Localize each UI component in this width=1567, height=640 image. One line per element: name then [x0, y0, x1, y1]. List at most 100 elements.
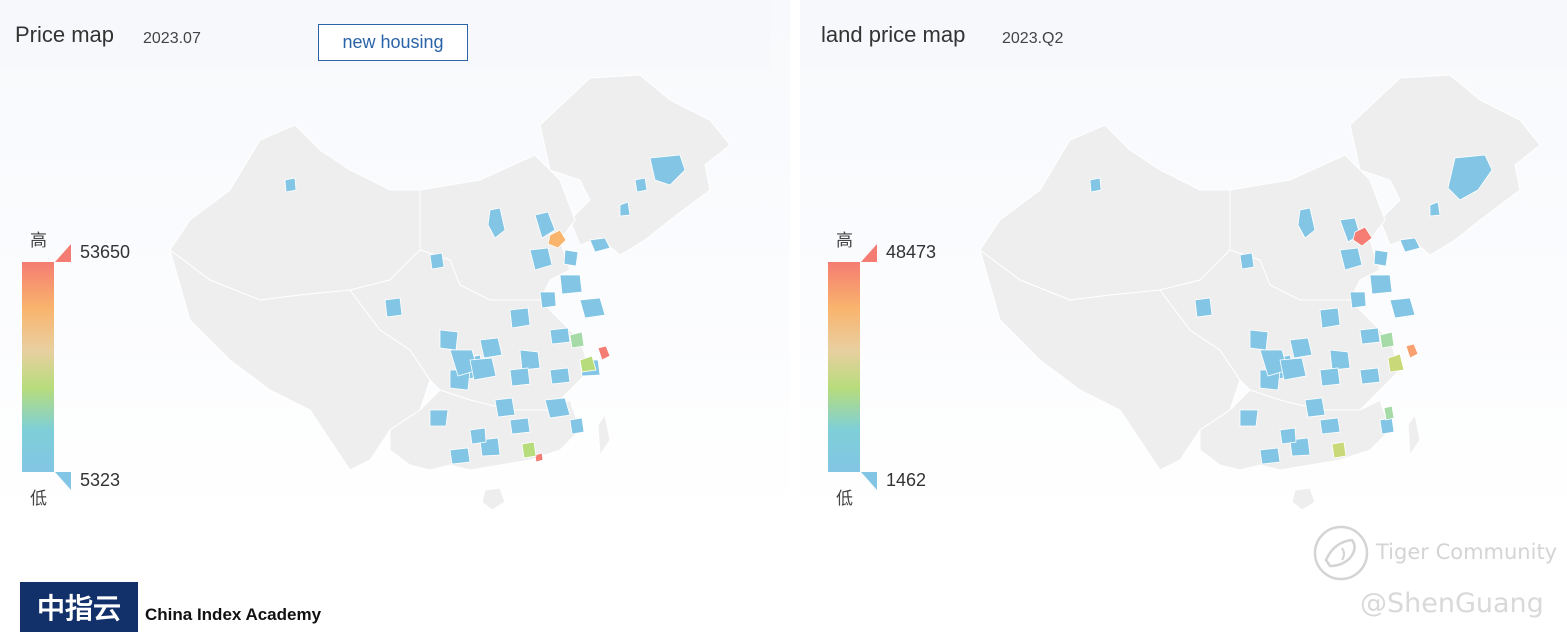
city-marker	[579, 297, 606, 319]
city-marker	[1429, 201, 1441, 217]
city-marker	[1389, 297, 1416, 319]
legend-gradient-bar[interactable]	[828, 262, 860, 472]
city-marker	[429, 409, 449, 427]
city-marker	[1329, 349, 1351, 371]
china-land-price-map[interactable]	[960, 70, 1550, 520]
city-marker	[449, 447, 471, 465]
land-price-map-panel: land price map 2023.Q2 高 48473 1462 低	[800, 0, 1567, 530]
china-index-logo: 中指云	[20, 582, 138, 632]
city-marker	[429, 252, 445, 270]
tiger-community-logo-icon	[1313, 525, 1369, 581]
city-marker	[589, 237, 611, 253]
city-marker-fuzhou	[1383, 405, 1395, 421]
city-marker	[1319, 417, 1341, 435]
panel-header	[800, 0, 1567, 68]
legend-min-handle[interactable]	[55, 472, 71, 490]
city-marker	[1249, 329, 1269, 351]
city-marker-shanghai	[597, 345, 611, 361]
city-marker-guangzhou	[1331, 441, 1347, 459]
city-marker	[1297, 207, 1316, 239]
city-marker	[1239, 409, 1259, 427]
city-marker	[1259, 447, 1281, 465]
color-legend: 高 48473 1462 低	[828, 226, 968, 509]
legend-low-label: 低	[836, 489, 853, 509]
period-label: 2023.07	[143, 30, 201, 47]
legend-gradient-bar[interactable]	[22, 262, 54, 472]
city-marker	[1289, 337, 1313, 359]
city-marker	[1349, 291, 1367, 309]
city-marker	[544, 397, 571, 419]
city-marker	[509, 307, 531, 329]
city-marker-nanjing	[1379, 331, 1395, 349]
panel-title: Price map	[15, 22, 115, 47]
city-marker	[569, 417, 585, 435]
city-marker	[1319, 307, 1341, 329]
map-region-central	[349, 249, 591, 411]
map-region-hainan	[1291, 487, 1316, 511]
map-region-taiwan	[597, 413, 611, 457]
city-marker	[469, 427, 487, 445]
map-region-northeast	[1349, 74, 1541, 256]
city-marker	[1359, 367, 1381, 385]
city-marker	[1359, 327, 1381, 345]
city-marker	[284, 177, 297, 193]
city-marker	[1089, 177, 1102, 193]
watermark-author: @ShenGuang	[1360, 588, 1544, 619]
city-marker	[439, 329, 459, 351]
legend-max-value: 48473	[886, 242, 937, 262]
city-marker	[559, 274, 583, 295]
city-marker	[549, 327, 571, 345]
map-region-taiwan	[1407, 413, 1421, 457]
city-marker	[619, 201, 631, 217]
city-marker	[479, 337, 503, 359]
map-region-northwest	[169, 124, 421, 301]
china-price-map[interactable]	[150, 70, 740, 520]
legend-min-value: 1462	[886, 470, 927, 490]
legend-min-value: 5323	[80, 470, 121, 490]
map-region-hainan	[481, 487, 506, 511]
city-marker	[534, 211, 556, 239]
city-marker	[1447, 154, 1493, 201]
city-marker	[469, 357, 497, 381]
city-marker	[1304, 397, 1326, 418]
city-marker-beijing	[1352, 226, 1373, 247]
map-region-northwest	[979, 124, 1231, 301]
watermark-tiger-community: Tiger Community	[1376, 540, 1558, 564]
city-marker	[539, 291, 557, 309]
city-marker-nanjing	[569, 331, 585, 349]
city-marker-shanghai	[1405, 343, 1419, 359]
company-name: China Index Academy	[145, 605, 322, 624]
city-marker	[519, 349, 541, 371]
map-region-northeast	[539, 74, 731, 256]
color-legend: 高 53650 5323 低	[22, 226, 162, 509]
price-map-panel: Price map 2023.07 new housing 高 53650 53…	[0, 0, 790, 530]
new-housing-button[interactable]: new housing	[318, 24, 468, 61]
city-marker	[1279, 357, 1307, 381]
legend-max-handle[interactable]	[861, 244, 877, 262]
city-marker	[509, 367, 531, 387]
legend-low-label: 低	[30, 489, 47, 509]
city-marker	[1373, 249, 1389, 267]
city-marker	[649, 154, 686, 186]
legend-max-handle[interactable]	[55, 244, 71, 262]
city-marker-hangzhou	[579, 355, 597, 373]
city-marker	[634, 177, 648, 193]
map-region-central	[1159, 249, 1401, 411]
legend-high-label: 高	[30, 231, 47, 251]
legend-high-label: 高	[836, 231, 853, 251]
city-marker	[1239, 252, 1255, 270]
city-marker	[1194, 297, 1213, 318]
city-marker	[384, 297, 403, 318]
city-marker	[1319, 367, 1341, 387]
legend-max-value: 53650	[80, 242, 131, 262]
city-marker	[1279, 427, 1297, 445]
city-marker-hangzhou	[1387, 353, 1405, 373]
city-marker	[487, 207, 506, 239]
city-marker	[1399, 237, 1421, 253]
city-marker-beijing	[547, 229, 567, 249]
legend-min-handle[interactable]	[861, 472, 877, 490]
city-marker	[1369, 274, 1393, 295]
city-marker	[509, 417, 531, 435]
city-marker	[1379, 417, 1395, 435]
city-marker	[549, 367, 571, 385]
